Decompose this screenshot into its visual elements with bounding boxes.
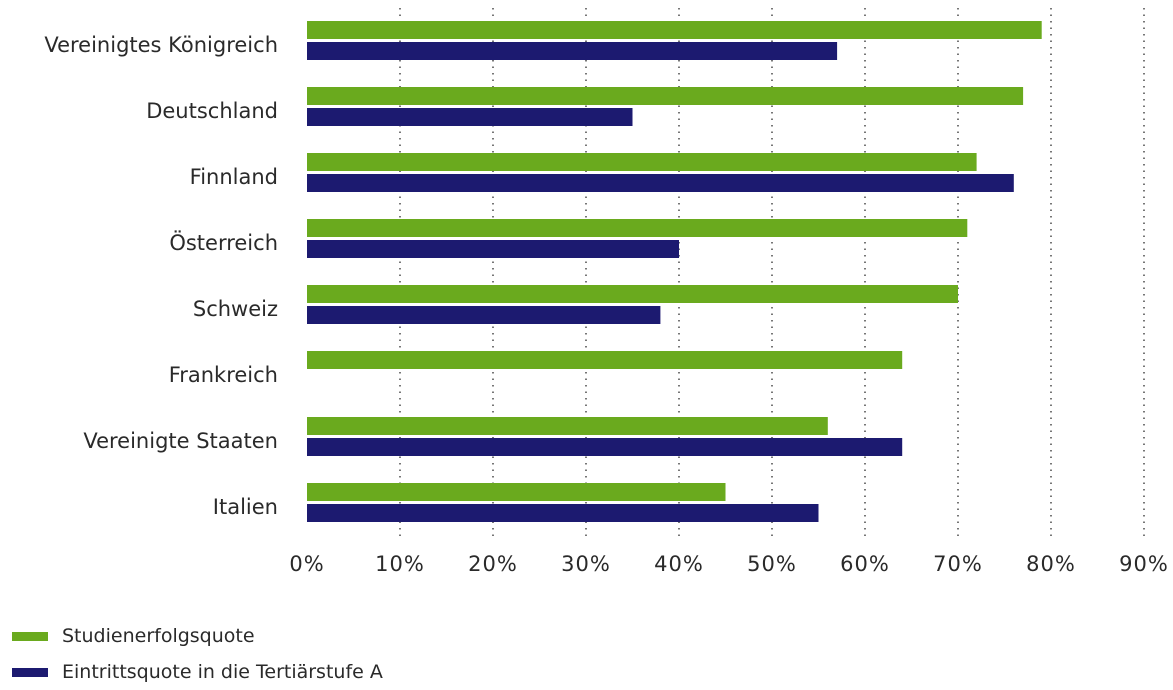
x-tick-label: 80% bbox=[1026, 552, 1076, 576]
bar-studienerfolgsquote bbox=[307, 285, 958, 303]
bar-eintrittsquote bbox=[307, 504, 819, 522]
bar-eintrittsquote bbox=[307, 306, 661, 324]
legend: Studienerfolgsquote Eintrittsquote in di… bbox=[12, 618, 383, 690]
category-label: Vereinigte Staaten bbox=[83, 429, 278, 453]
bar-eintrittsquote bbox=[307, 438, 903, 456]
bars bbox=[307, 21, 1042, 522]
legend-item-studienerfolgsquote: Studienerfolgsquote bbox=[12, 618, 383, 654]
x-tick-label: 0% bbox=[289, 552, 324, 576]
legend-label: Eintrittsquote in die Tertiärstufe A bbox=[62, 661, 383, 683]
x-tick-label: 40% bbox=[654, 552, 704, 576]
legend-swatch-green bbox=[12, 631, 48, 641]
category-label: Frankreich bbox=[169, 363, 278, 387]
category-label: Vereinigtes Königreich bbox=[44, 33, 278, 57]
x-tick-label: 30% bbox=[561, 552, 611, 576]
bar-studienerfolgsquote bbox=[307, 417, 828, 435]
bar-chart: Vereinigtes Königreich Deutschland Finnlan… bbox=[44, 8, 1169, 576]
category-labels: Vereinigtes Königreich Deutschland Finnlan… bbox=[44, 33, 278, 519]
category-label: Österreich bbox=[169, 230, 278, 255]
x-tick-label: 50% bbox=[747, 552, 797, 576]
bar-studienerfolgsquote bbox=[307, 21, 1042, 39]
category-label: Deutschland bbox=[146, 99, 278, 123]
x-tick-label: 20% bbox=[468, 552, 518, 576]
x-tick-label: 90% bbox=[1119, 552, 1169, 576]
x-tick-label: 70% bbox=[933, 552, 983, 576]
legend-label: Studienerfolgsquote bbox=[62, 625, 255, 647]
x-axis-tick-labels: 0% 10% 20% 30% 40% 50% 60% 70% 80% 90% bbox=[289, 552, 1169, 576]
bar-studienerfolgsquote bbox=[307, 153, 977, 171]
category-label: Schweiz bbox=[193, 297, 278, 321]
bar-eintrittsquote bbox=[307, 174, 1014, 192]
bar-studienerfolgsquote bbox=[307, 87, 1024, 105]
legend-item-eintrittsquote: Eintrittsquote in die Tertiärstufe A bbox=[12, 654, 383, 690]
category-label: Italien bbox=[213, 495, 278, 519]
x-tick-label: 10% bbox=[375, 552, 425, 576]
bar-eintrittsquote bbox=[307, 42, 838, 60]
bar-studienerfolgsquote bbox=[307, 483, 726, 501]
bar-eintrittsquote bbox=[307, 240, 679, 258]
x-tick-label: 60% bbox=[840, 552, 890, 576]
category-label: Finnland bbox=[190, 165, 278, 189]
bar-studienerfolgsquote bbox=[307, 219, 968, 237]
bar-studienerfolgsquote bbox=[307, 351, 903, 369]
bar-eintrittsquote bbox=[307, 108, 633, 126]
legend-swatch-navy bbox=[12, 667, 48, 677]
